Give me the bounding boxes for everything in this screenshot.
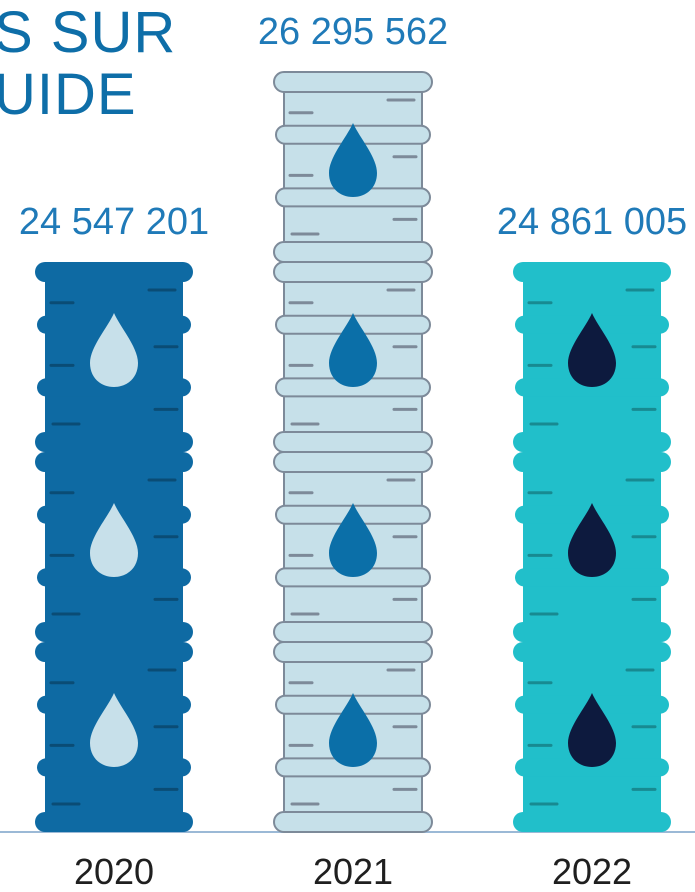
oil-barrel-icon (273, 71, 433, 263)
oil-drop-icon (568, 503, 616, 577)
oil-barrel-icon (35, 452, 193, 642)
oil-drop-icon (90, 313, 138, 387)
oil-drop-icon (329, 503, 377, 577)
bar-2022 (513, 262, 671, 832)
oil-barrel-icon (35, 642, 193, 832)
oil-barrel-icon (513, 262, 671, 452)
oil-drop-icon (329, 693, 377, 767)
x-tick-label-2021: 2021 (313, 851, 393, 892)
data-label-2021: 26 295 562 (258, 11, 448, 53)
oil-barrel-icon (273, 641, 433, 833)
oil-barrel-icon (273, 451, 433, 643)
oil-drop-icon (90, 503, 138, 577)
oil-drop-icon (90, 693, 138, 767)
oil-barrel-icon (273, 261, 433, 453)
chart-title-line-1: S SUR (0, 0, 177, 65)
oil-drop-icon (568, 313, 616, 387)
oil-barrel-icon (513, 642, 671, 832)
oil-drop-icon (329, 123, 377, 197)
data-label-2020: 24 547 201 (19, 201, 209, 243)
bar-2021 (273, 71, 433, 833)
oil-drop-icon (568, 693, 616, 767)
chart-title-line-2: UIDE (0, 62, 137, 127)
data-label-2022: 24 861 005 (497, 201, 687, 243)
bar-2020 (35, 262, 193, 832)
oil-barrel-icon (513, 452, 671, 642)
x-tick-label-2022: 2022 (552, 851, 632, 892)
oil-barrel-icon (35, 262, 193, 452)
oil-drop-icon (329, 313, 377, 387)
x-tick-label-2020: 2020 (74, 851, 154, 892)
chart-title: S SUR UIDE (0, 2, 176, 126)
